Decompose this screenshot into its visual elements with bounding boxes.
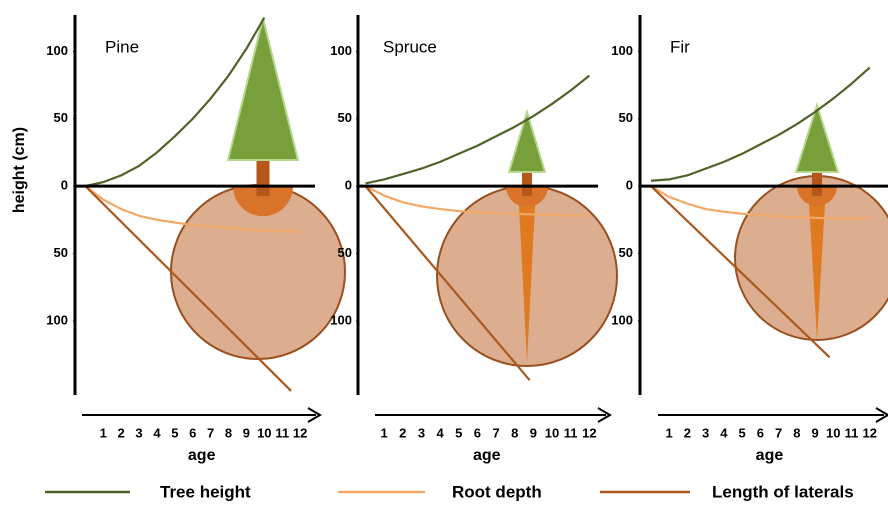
- x-tick-label: 3: [135, 425, 142, 440]
- x-tick-label: 1: [381, 425, 388, 440]
- x-tick-label: 10: [826, 425, 840, 440]
- x-tick-label: 9: [530, 425, 537, 440]
- trunk: [522, 172, 532, 197]
- x-tick-label: 10: [545, 425, 559, 440]
- x-tick-label: 7: [775, 425, 782, 440]
- x-tick-label: 2: [399, 425, 406, 440]
- x-tick-label: 4: [153, 425, 161, 440]
- arrow-head: [875, 407, 888, 423]
- y-tick-label: 0: [626, 178, 633, 193]
- x-tick-label: 12: [293, 425, 307, 440]
- y-tick-label: 100: [330, 312, 352, 327]
- x-tick-label: 1: [100, 425, 107, 440]
- y-tick-label: 0: [345, 178, 352, 193]
- y-tick-label: 0: [61, 178, 68, 193]
- x-tick-label: 1: [666, 425, 673, 440]
- y-tick-label: 50: [619, 110, 633, 125]
- y-tick-label: 50: [54, 110, 68, 125]
- x-tick-label: 3: [702, 425, 709, 440]
- x-axis-label: age: [756, 447, 784, 464]
- trunk: [256, 160, 270, 197]
- x-tick-label: 7: [207, 425, 214, 440]
- tree-crown: [507, 108, 547, 173]
- taproot: [808, 186, 826, 340]
- y-tick-label: 100: [611, 312, 633, 327]
- root-ball: [797, 186, 837, 207]
- chart-title: Spruce: [383, 37, 437, 56]
- x-tick-label: 5: [739, 425, 746, 440]
- x-tick-label: 6: [189, 425, 196, 440]
- y-axis-label: height (cm): [11, 127, 28, 213]
- x-tick-label: 7: [492, 425, 499, 440]
- x-tick-label: 6: [757, 425, 764, 440]
- tree-crown: [226, 17, 300, 161]
- root-ball: [233, 186, 293, 217]
- x-tick-label: 9: [243, 425, 250, 440]
- x-tick-label: 8: [225, 425, 232, 440]
- taproot: [518, 186, 536, 362]
- series-line: [84, 185, 301, 234]
- y-tick-label: 50: [54, 245, 68, 260]
- tree-crown: [794, 101, 840, 173]
- arrow-head: [307, 407, 322, 423]
- series-line: [650, 185, 831, 359]
- series-line: [650, 185, 870, 220]
- series-line: [364, 185, 590, 217]
- x-tick-label: 12: [582, 425, 596, 440]
- legend-label: Root depth: [452, 482, 542, 501]
- series-line: [365, 74, 591, 185]
- y-tick-label: 100: [611, 43, 633, 58]
- x-tick-label: 11: [845, 425, 859, 440]
- x-tick-label: 5: [171, 425, 178, 440]
- arrow-head: [597, 407, 612, 423]
- x-tick-label: 2: [118, 425, 125, 440]
- chart-title: Fir: [670, 37, 690, 56]
- trunk: [812, 172, 822, 197]
- series-line: [84, 185, 292, 392]
- x-tick-label: 11: [275, 425, 289, 440]
- legend-label: Tree height: [160, 482, 251, 501]
- y-tick-label: 100: [46, 43, 68, 58]
- x-tick-label: 5: [455, 425, 462, 440]
- x-axis-label: age: [188, 447, 216, 464]
- y-tick-label: 100: [46, 312, 68, 327]
- y-tick-label: 100: [330, 43, 352, 58]
- series-line: [364, 185, 531, 381]
- x-tick-label: 11: [564, 425, 578, 440]
- x-tick-label: 9: [811, 425, 818, 440]
- y-tick-label: 50: [338, 245, 352, 260]
- x-tick-label: 8: [511, 425, 518, 440]
- series-line: [650, 66, 871, 182]
- x-tick-label: 3: [418, 425, 425, 440]
- series-line: [85, 17, 266, 188]
- legend-label: Length of laterals: [712, 482, 854, 501]
- x-tick-label: 10: [257, 425, 271, 440]
- y-tick-label: 50: [338, 110, 352, 125]
- root-ball: [506, 186, 548, 208]
- x-tick-label: 12: [863, 425, 877, 440]
- x-tick-label: 6: [474, 425, 481, 440]
- chart-title: Pine: [105, 37, 139, 56]
- x-tick-label: 4: [436, 425, 444, 440]
- y-tick-label: 50: [619, 245, 633, 260]
- x-tick-label: 2: [684, 425, 691, 440]
- x-axis-label: age: [473, 447, 501, 464]
- x-tick-label: 8: [793, 425, 800, 440]
- x-tick-label: 4: [720, 425, 728, 440]
